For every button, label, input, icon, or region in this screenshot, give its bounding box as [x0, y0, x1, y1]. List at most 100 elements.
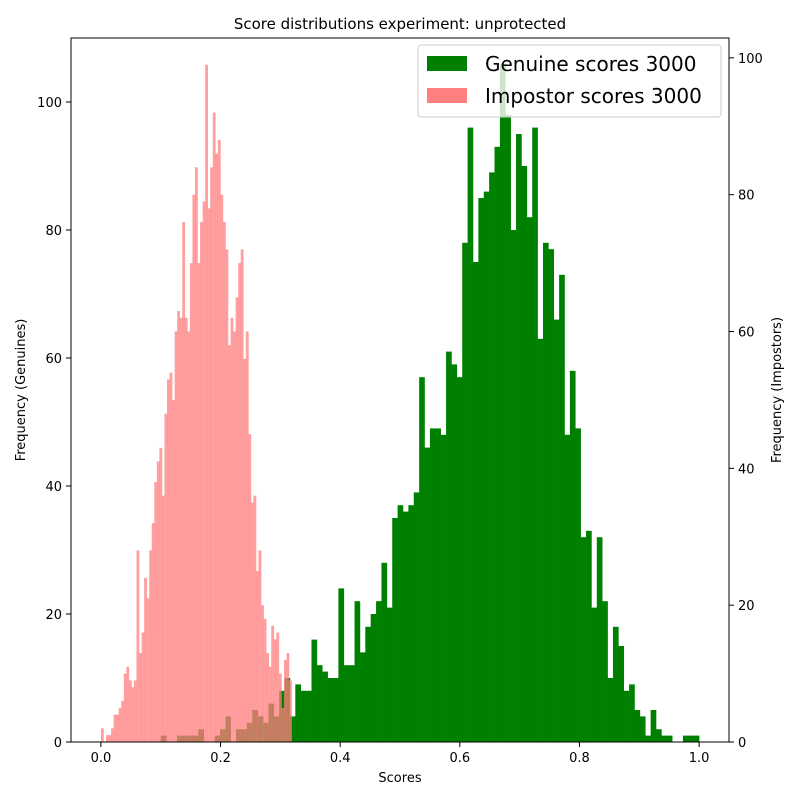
impostor-bar [174, 331, 178, 742]
left-y-tick-label: 60 [45, 352, 62, 367]
impostor-bar [286, 653, 290, 742]
impostor-bar [273, 639, 277, 742]
impostor-bar [250, 502, 254, 742]
genuine-bar [510, 230, 517, 742]
genuine-bar [419, 377, 425, 742]
right-y-tick-label: 60 [738, 326, 755, 341]
genuine-bar [478, 198, 485, 742]
genuine-bar [645, 735, 651, 742]
genuine-bar [435, 428, 441, 742]
impostor-bar [278, 673, 282, 742]
impostor-bar [169, 372, 173, 742]
impostor-bar [212, 112, 216, 742]
genuine-bar [343, 665, 350, 742]
genuine-bar [300, 690, 307, 742]
genuine-bar [370, 614, 377, 742]
impostor-bar [215, 153, 219, 742]
x-axis-ticks: 0.0 0.2 0.4 0.6 0.8 1.0 [91, 742, 710, 766]
genuine-bar [327, 678, 334, 742]
impostor-bar [271, 625, 275, 742]
genuine-bar [505, 114, 511, 743]
impostor-bar [131, 687, 135, 742]
legend-swatch-genuine [427, 56, 467, 71]
impostor-bar [233, 331, 236, 742]
x-tick-label: 0.2 [210, 751, 231, 766]
impostor-bar [202, 201, 206, 742]
impostor-bar [144, 577, 147, 742]
genuine-bar [586, 530, 592, 742]
genuine-bar [413, 492, 420, 742]
impostor-bar [105, 735, 109, 742]
impostor-bar [205, 64, 208, 743]
impostor-bar [167, 379, 170, 742]
impostor-bar [154, 482, 158, 742]
impostor-bar [133, 680, 137, 742]
genuine-bar [607, 678, 614, 742]
impostor-bar [258, 550, 262, 742]
genuine-bar [451, 364, 458, 742]
genuine-bar [656, 729, 662, 742]
impostor-bar [179, 317, 183, 742]
genuine-bar [682, 735, 689, 742]
impostor-bar [228, 345, 231, 742]
impostor-bar [151, 523, 155, 742]
impostor-bar [126, 666, 130, 742]
impostor-bar [222, 222, 226, 743]
legend-label-impostor: Impostor scores 3000 [485, 84, 702, 108]
genuine-bar [591, 607, 598, 742]
left-y-axis-label: Frequency (Genuines) [14, 319, 29, 462]
impostor-bar [156, 461, 160, 742]
genuine-bar [386, 607, 393, 742]
impostor-bar [194, 167, 198, 742]
genuine-bar [397, 505, 404, 742]
x-axis-label: Scores [378, 771, 421, 786]
legend-swatch-impostor [427, 88, 467, 103]
impostor-bar [184, 317, 188, 742]
impostor-bar [281, 707, 285, 742]
genuine-bar [553, 319, 560, 742]
impostor-bar [116, 714, 119, 742]
plot-frame [70, 37, 730, 743]
genuine-bar [349, 665, 355, 742]
genuine-bar [365, 626, 371, 742]
genuine-bar [354, 601, 361, 742]
genuine-bar [359, 652, 366, 742]
genuine-bar [575, 428, 581, 742]
genuine-bar [629, 684, 635, 742]
genuine-bar [376, 601, 382, 742]
genuine-bar [289, 716, 296, 742]
genuine-bar [548, 249, 555, 742]
genuine-bar [521, 166, 528, 742]
right-y-tick-label: 80 [738, 189, 755, 204]
left-y-tick-label: 100 [37, 96, 62, 111]
x-tick-label: 0.6 [449, 751, 470, 766]
impostor-bar [108, 735, 112, 742]
x-tick-label: 1.0 [689, 751, 710, 766]
impostor-bar [276, 632, 280, 742]
right-y-tick-label: 40 [738, 462, 755, 477]
legend-box [417, 44, 722, 118]
x-tick-label: 0.8 [569, 751, 590, 766]
genuine-bars [160, 63, 700, 743]
impostor-bar [187, 331, 191, 742]
impostor-bar [261, 605, 264, 742]
legend-label-genuine: Genuine scores 3000 [485, 52, 696, 76]
impostor-bar [235, 297, 239, 742]
genuine-bar [580, 537, 587, 742]
impostor-bar [100, 728, 104, 742]
x-tick-label: 0.0 [91, 751, 112, 766]
impostor-bar [159, 447, 163, 742]
impostor-bar [200, 222, 203, 743]
genuine-bar [639, 716, 646, 742]
impostor-bar [225, 249, 229, 742]
genuine-bar [602, 601, 608, 742]
impostor-bar [161, 495, 165, 742]
genuine-bar [322, 671, 328, 742]
genuine-bar [316, 665, 323, 742]
genuine-bar [462, 242, 468, 743]
left-y-tick-label: 40 [45, 480, 62, 495]
right-y-axis-ticks: 0 20 40 60 80 100 [729, 52, 763, 751]
x-tick-label: 0.4 [330, 751, 351, 766]
genuine-bar [612, 626, 619, 742]
genuine-bar [494, 146, 501, 743]
